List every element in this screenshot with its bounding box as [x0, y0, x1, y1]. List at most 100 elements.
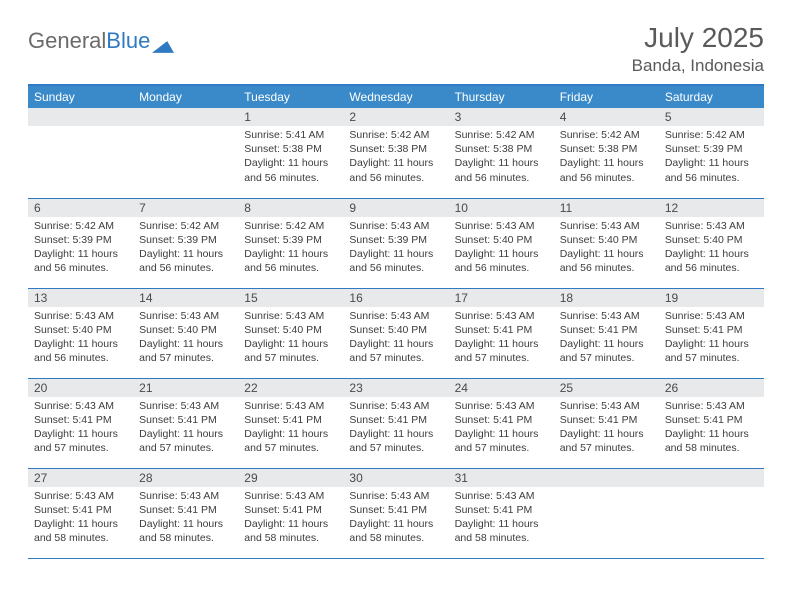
day-number-empty: [659, 469, 764, 487]
day-info: Sunrise: 5:43 AMSunset: 5:41 PMDaylight:…: [343, 487, 448, 550]
header: GeneralBlue July 2025 Banda, Indonesia: [28, 22, 764, 76]
day-info: Sunrise: 5:43 AMSunset: 5:41 PMDaylight:…: [238, 397, 343, 460]
calendar-day-cell: 26Sunrise: 5:43 AMSunset: 5:41 PMDayligh…: [659, 378, 764, 468]
day-number: 12: [659, 199, 764, 217]
day-number: 6: [28, 199, 133, 217]
day-info: Sunrise: 5:43 AMSunset: 5:40 PMDaylight:…: [238, 307, 343, 370]
day-info: Sunrise: 5:42 AMSunset: 5:39 PMDaylight:…: [133, 217, 238, 280]
day-number: 11: [554, 199, 659, 217]
calendar-day-cell: 9Sunrise: 5:43 AMSunset: 5:39 PMDaylight…: [343, 198, 448, 288]
day-info: Sunrise: 5:43 AMSunset: 5:41 PMDaylight:…: [659, 397, 764, 460]
brand-text-2: Blue: [106, 28, 150, 54]
calendar-day-cell: 3Sunrise: 5:42 AMSunset: 5:38 PMDaylight…: [449, 108, 554, 198]
day-number: 26: [659, 379, 764, 397]
day-info: Sunrise: 5:43 AMSunset: 5:41 PMDaylight:…: [28, 397, 133, 460]
calendar-day-cell: 28Sunrise: 5:43 AMSunset: 5:41 PMDayligh…: [133, 468, 238, 558]
day-info: Sunrise: 5:43 AMSunset: 5:41 PMDaylight:…: [28, 487, 133, 550]
day-info: Sunrise: 5:43 AMSunset: 5:41 PMDaylight:…: [133, 487, 238, 550]
day-number: 5: [659, 108, 764, 126]
day-info: Sunrise: 5:43 AMSunset: 5:41 PMDaylight:…: [343, 397, 448, 460]
calendar-day-cell: 16Sunrise: 5:43 AMSunset: 5:40 PMDayligh…: [343, 288, 448, 378]
calendar-week-row: 1Sunrise: 5:41 AMSunset: 5:38 PMDaylight…: [28, 108, 764, 198]
calendar-day-cell: 29Sunrise: 5:43 AMSunset: 5:41 PMDayligh…: [238, 468, 343, 558]
calendar-day-cell: 12Sunrise: 5:43 AMSunset: 5:40 PMDayligh…: [659, 198, 764, 288]
day-info: Sunrise: 5:42 AMSunset: 5:39 PMDaylight:…: [659, 126, 764, 189]
day-header: Friday: [554, 85, 659, 108]
day-number: 21: [133, 379, 238, 397]
day-header: Tuesday: [238, 85, 343, 108]
day-info: Sunrise: 5:41 AMSunset: 5:38 PMDaylight:…: [238, 126, 343, 189]
brand-triangle-icon: [152, 34, 174, 48]
day-number: 25: [554, 379, 659, 397]
calendar-day-cell: 31Sunrise: 5:43 AMSunset: 5:41 PMDayligh…: [449, 468, 554, 558]
calendar-day-cell: 17Sunrise: 5:43 AMSunset: 5:41 PMDayligh…: [449, 288, 554, 378]
day-number: 10: [449, 199, 554, 217]
day-number: 24: [449, 379, 554, 397]
calendar-day-cell: 6Sunrise: 5:42 AMSunset: 5:39 PMDaylight…: [28, 198, 133, 288]
day-info: Sunrise: 5:42 AMSunset: 5:38 PMDaylight:…: [343, 126, 448, 189]
day-number: 22: [238, 379, 343, 397]
location-label: Banda, Indonesia: [632, 56, 764, 76]
calendar-day-cell: 1Sunrise: 5:41 AMSunset: 5:38 PMDaylight…: [238, 108, 343, 198]
day-info: Sunrise: 5:43 AMSunset: 5:41 PMDaylight:…: [554, 397, 659, 460]
day-info: Sunrise: 5:43 AMSunset: 5:41 PMDaylight:…: [449, 487, 554, 550]
day-info: Sunrise: 5:43 AMSunset: 5:40 PMDaylight:…: [133, 307, 238, 370]
day-number: 9: [343, 199, 448, 217]
day-number: 16: [343, 289, 448, 307]
calendar-week-row: 27Sunrise: 5:43 AMSunset: 5:41 PMDayligh…: [28, 468, 764, 558]
calendar-day-cell: 23Sunrise: 5:43 AMSunset: 5:41 PMDayligh…: [343, 378, 448, 468]
day-header: Saturday: [659, 85, 764, 108]
day-info: Sunrise: 5:43 AMSunset: 5:41 PMDaylight:…: [659, 307, 764, 370]
calendar-day-cell: [659, 468, 764, 558]
day-info: Sunrise: 5:42 AMSunset: 5:38 PMDaylight:…: [449, 126, 554, 189]
calendar-day-cell: 7Sunrise: 5:42 AMSunset: 5:39 PMDaylight…: [133, 198, 238, 288]
day-number: 8: [238, 199, 343, 217]
calendar-day-cell: 4Sunrise: 5:42 AMSunset: 5:38 PMDaylight…: [554, 108, 659, 198]
day-number: 28: [133, 469, 238, 487]
calendar-day-cell: 30Sunrise: 5:43 AMSunset: 5:41 PMDayligh…: [343, 468, 448, 558]
day-info: Sunrise: 5:42 AMSunset: 5:39 PMDaylight:…: [238, 217, 343, 280]
day-number: 3: [449, 108, 554, 126]
calendar-page: GeneralBlue July 2025 Banda, Indonesia S…: [0, 0, 792, 559]
calendar-day-cell: 5Sunrise: 5:42 AMSunset: 5:39 PMDaylight…: [659, 108, 764, 198]
calendar-day-cell: 24Sunrise: 5:43 AMSunset: 5:41 PMDayligh…: [449, 378, 554, 468]
calendar-table: SundayMondayTuesdayWednesdayThursdayFrid…: [28, 84, 764, 559]
day-header-row: SundayMondayTuesdayWednesdayThursdayFrid…: [28, 85, 764, 108]
day-number: 18: [554, 289, 659, 307]
calendar-day-cell: 10Sunrise: 5:43 AMSunset: 5:40 PMDayligh…: [449, 198, 554, 288]
calendar-day-cell: 25Sunrise: 5:43 AMSunset: 5:41 PMDayligh…: [554, 378, 659, 468]
calendar-head: SundayMondayTuesdayWednesdayThursdayFrid…: [28, 85, 764, 108]
calendar-day-cell: 15Sunrise: 5:43 AMSunset: 5:40 PMDayligh…: [238, 288, 343, 378]
day-number: 1: [238, 108, 343, 126]
calendar-day-cell: 20Sunrise: 5:43 AMSunset: 5:41 PMDayligh…: [28, 378, 133, 468]
day-number: 2: [343, 108, 448, 126]
day-number: 13: [28, 289, 133, 307]
calendar-day-cell: [554, 468, 659, 558]
calendar-day-cell: 8Sunrise: 5:42 AMSunset: 5:39 PMDaylight…: [238, 198, 343, 288]
day-number: 30: [343, 469, 448, 487]
day-info: Sunrise: 5:42 AMSunset: 5:38 PMDaylight:…: [554, 126, 659, 189]
brand-text-1: General: [28, 28, 106, 54]
calendar-day-cell: 13Sunrise: 5:43 AMSunset: 5:40 PMDayligh…: [28, 288, 133, 378]
day-number: 7: [133, 199, 238, 217]
day-header: Sunday: [28, 85, 133, 108]
day-number: 15: [238, 289, 343, 307]
calendar-day-cell: 14Sunrise: 5:43 AMSunset: 5:40 PMDayligh…: [133, 288, 238, 378]
title-block: July 2025 Banda, Indonesia: [632, 22, 764, 76]
day-number-empty: [28, 108, 133, 126]
day-info: Sunrise: 5:43 AMSunset: 5:39 PMDaylight:…: [343, 217, 448, 280]
day-number: 17: [449, 289, 554, 307]
day-info: Sunrise: 5:43 AMSunset: 5:40 PMDaylight:…: [28, 307, 133, 370]
month-title: July 2025: [632, 22, 764, 54]
calendar-day-cell: 11Sunrise: 5:43 AMSunset: 5:40 PMDayligh…: [554, 198, 659, 288]
day-info: Sunrise: 5:43 AMSunset: 5:40 PMDaylight:…: [449, 217, 554, 280]
day-number: 19: [659, 289, 764, 307]
calendar-day-cell: 18Sunrise: 5:43 AMSunset: 5:41 PMDayligh…: [554, 288, 659, 378]
day-number: 23: [343, 379, 448, 397]
day-number: 29: [238, 469, 343, 487]
day-number: 4: [554, 108, 659, 126]
day-number: 27: [28, 469, 133, 487]
day-number: 20: [28, 379, 133, 397]
day-number-empty: [133, 108, 238, 126]
brand-logo: GeneralBlue: [28, 28, 174, 54]
